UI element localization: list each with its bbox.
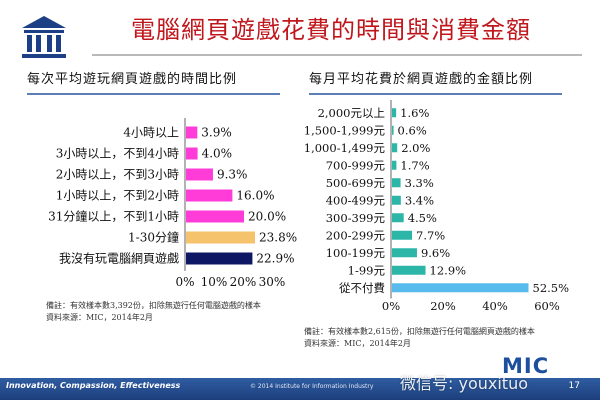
chart-0-value-label: 23.8% <box>259 231 297 245</box>
right-note-sample: 備註：有效樣本數2,615份，扣除無遊行任何電腦網頁遊戲的樣本 <box>304 327 535 336</box>
chart-0-category-label: 1小時以上，不到2小時 <box>56 189 179 203</box>
chart-1-category-label: 400-499元 <box>326 193 386 207</box>
chart-1-category-label: 2,000元以上 <box>318 106 385 120</box>
chart-0-bar <box>186 231 256 244</box>
left-chart-footnote: 備註：有效樣本數3,392份，扣除無遊行任何電腦遊戲的樣本 資料來源：MIC，2… <box>46 300 261 324</box>
chart-1-x-tick-label: 0% <box>382 299 400 313</box>
wechat-watermark: 微信号: youxituo <box>400 374 528 393</box>
chart-0-value-label: 22.9% <box>256 252 294 266</box>
chart-0-x-tick-label: 0% <box>175 275 194 289</box>
chart-0-category-label: 4小時以上 <box>123 126 179 140</box>
left-chart-title: 每次平均遊玩網頁遊戲的時間比例 <box>27 72 238 87</box>
chart-1-category-label: 1-99元 <box>348 263 386 277</box>
footer-tagline: Innovation, Compassion, Effectiveness <box>6 381 181 390</box>
left-note-source: 資料來源：MIC，2014年2月 <box>46 313 153 322</box>
chart-0-value-label: 16.0% <box>236 189 274 203</box>
chart-0-category-label: 1-30分鐘 <box>128 230 179 245</box>
chart-0-bar <box>186 252 253 265</box>
chart-0-bar <box>186 168 213 181</box>
chart-0-x-tick-label: 20% <box>230 275 257 289</box>
chart-1-category-label: 1,500-1,999元 <box>304 123 386 137</box>
chart-1-category-label: 700-999元 <box>326 158 386 172</box>
page-number: 17 <box>568 381 580 391</box>
chart-1-value-label: 3.4% <box>405 193 434 207</box>
chart-0-value-label: 9.3% <box>217 168 248 182</box>
chart-1-bar <box>392 108 397 118</box>
chart-1-value-label: 4.5% <box>408 211 437 225</box>
chart-1-x-tick-label: 40% <box>482 299 508 313</box>
right-chart-title: 每月平均花費於網頁遊戲的金額比例 <box>309 72 534 87</box>
chart-1-value-label: 9.6% <box>421 246 450 260</box>
chart-0-value-label: 20.0% <box>248 210 286 224</box>
chart-0-category-label: 3小時以上，不到4小時 <box>56 147 179 161</box>
chart-0-value-label: 4.0% <box>202 147 233 161</box>
right-chart-footnote: 備註：有效樣本數2,615份，扣除無遊行任何電腦網頁遊戲的樣本 資料來源：MIC… <box>304 326 535 350</box>
chart-1-category-label: 300-399元 <box>326 211 386 225</box>
chart-1-category-label: 1,000-1,499元 <box>304 141 386 155</box>
right-chart-title-underline <box>309 93 562 95</box>
chart-1-bar <box>392 160 397 170</box>
chart-0-bar <box>186 147 198 160</box>
chart-1-bar <box>392 143 398 153</box>
footer-copyright: © 2014 Institute for Information Industr… <box>250 383 374 390</box>
title-divider <box>92 54 582 56</box>
chart-1-bar <box>392 265 426 275</box>
chart-1-value-label: 2.0% <box>401 141 430 155</box>
chart-1-category-label: 200-299元 <box>326 228 386 242</box>
chart-1-value-label: 0.6% <box>398 123 427 137</box>
left-chart-title-underline <box>27 93 280 95</box>
chart-1-value-label: 1.7% <box>400 158 429 172</box>
chart-0-bar <box>186 210 244 223</box>
chart-1-value-label: 7.7% <box>416 228 445 242</box>
chart-1-x-tick-label: 60% <box>534 299 560 313</box>
chart-1-bar <box>392 178 401 188</box>
chart-1-value-label: 3.3% <box>405 176 434 190</box>
chart-1-category-label: 從不付費 <box>339 281 385 295</box>
chart-0-category-label: 31分鐘以上，不到1小時 <box>48 209 179 224</box>
mic-brand-logo: MIC <box>502 354 550 378</box>
building-columns-icon <box>22 16 66 58</box>
chart-0-x-tick-label: 10% <box>201 275 228 289</box>
chart-0-bar <box>186 189 233 202</box>
chart-1-bar <box>392 248 417 258</box>
chart-0-bar <box>186 126 198 139</box>
page-title: 電腦網頁遊戲花費的時間與消費金額 <box>131 16 531 44</box>
chart-1-bar <box>392 125 394 135</box>
chart-1-value-label: 12.9% <box>430 263 467 277</box>
chart-1-bar <box>392 283 529 293</box>
chart-1-category-label: 500-699元 <box>326 176 386 190</box>
chart-1-x-tick-label: 20% <box>430 299 456 313</box>
time-share-bar-chart: 4小時以上 3.9% 3小時以上，不到4小時 4.0% 2小時以上，不到3小時 9.3% 1… <box>48 118 297 289</box>
chart-1-bar <box>392 195 401 205</box>
chart-0-category-label: 2小時以上，不到3小時 <box>56 168 179 182</box>
chart-1-bar <box>392 230 413 240</box>
chart-0-value-label: 3.9% <box>201 126 232 140</box>
chart-0-category-label: 我沒有玩電腦網頁遊戲 <box>59 251 179 266</box>
chart-0-x-tick-label: 30% <box>259 275 286 289</box>
chart-1-value-label: 1.6% <box>400 106 429 120</box>
footer-bar: Innovation, Compassion, Effectiveness © … <box>0 378 600 400</box>
chart-1-bar <box>392 213 404 223</box>
left-note-sample: 備註：有效樣本數3,392份，扣除無遊行任何電腦遊戲的樣本 <box>46 301 261 310</box>
spending-share-bar-chart: 2,000元以上 1.6% 1,500-1,999元 0.6% 1,000-1,499元… <box>304 100 570 313</box>
right-note-source: 資料來源：MIC，2014年2月 <box>304 339 411 348</box>
chart-1-value-label: 52.5% <box>533 281 570 295</box>
chart-1-category-label: 100-199元 <box>326 246 386 260</box>
